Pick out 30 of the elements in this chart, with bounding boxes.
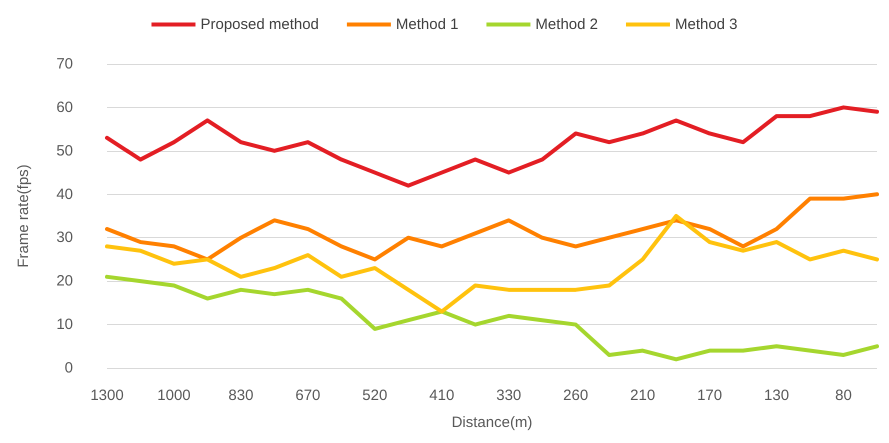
line-series [105, 214, 879, 314]
line-series [105, 192, 879, 262]
y-tick-label: 50 [56, 142, 73, 160]
y-tick-label: 0 [64, 360, 73, 376]
x-tick-label: 410 [429, 387, 454, 404]
legend-label: Method 1 [396, 16, 458, 33]
legend-label: Proposed method [200, 16, 319, 33]
x-tick-label: 80 [835, 387, 852, 404]
x-tick-label: 670 [295, 387, 320, 404]
line-series [105, 274, 879, 362]
legend-label: Method 2 [535, 16, 598, 33]
x-tick-label: 260 [563, 387, 588, 404]
x-tick-label: 210 [630, 387, 656, 404]
y-tick-label: 40 [56, 186, 73, 203]
line-series [105, 105, 879, 188]
y-tick-label: 60 [56, 98, 73, 116]
y-tick-label: 70 [56, 56, 73, 72]
x-tick-label: 520 [362, 387, 388, 404]
x-tick-label: 830 [228, 387, 254, 404]
x-tick-label: 1000 [157, 387, 191, 404]
y-tick-label: 10 [56, 316, 73, 334]
legend-label: Method 3 [674, 16, 738, 33]
x-tick-label: 1300 [90, 387, 124, 404]
y-tick-label: 20 [56, 272, 73, 290]
x-tick-label: 330 [496, 387, 522, 404]
x-tick-label: 170 [697, 387, 722, 404]
x-axis-title: Distance(m) [452, 414, 532, 431]
y-tick-label: 30 [56, 229, 73, 246]
y-axis-title: Frame rate(fps) [15, 164, 32, 268]
x-tick-label: 130 [764, 387, 790, 404]
